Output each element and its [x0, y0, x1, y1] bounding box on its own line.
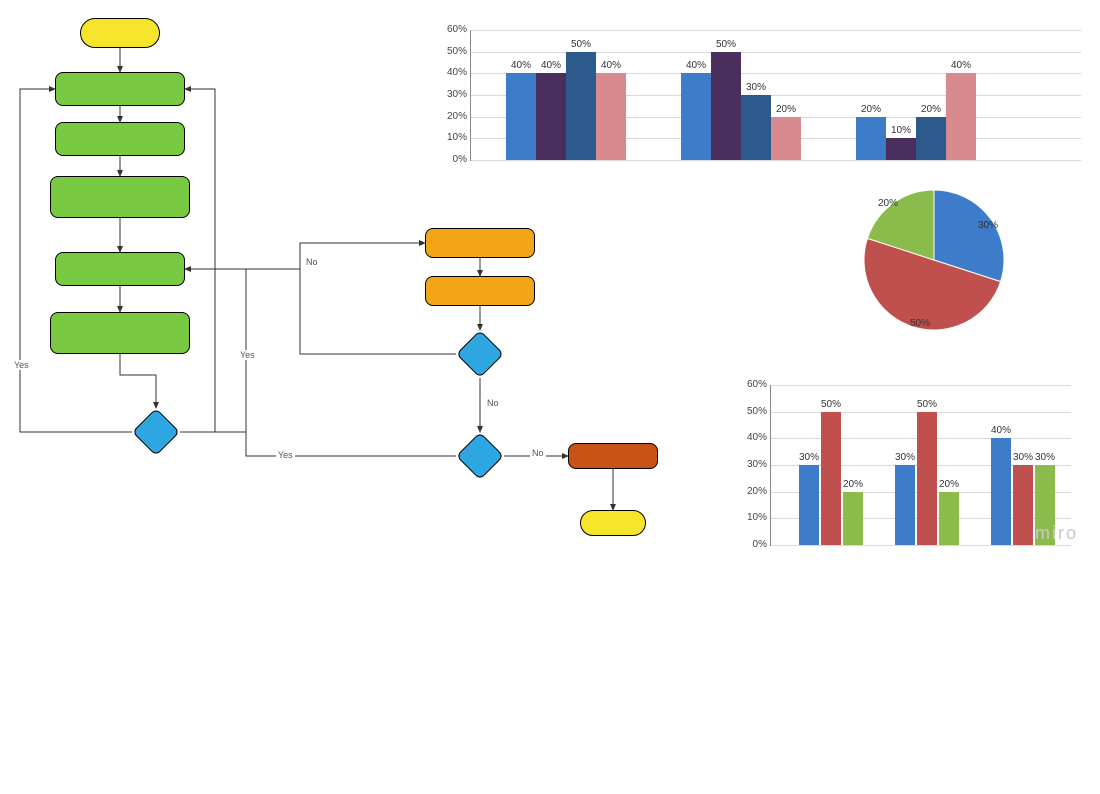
bar — [799, 465, 819, 545]
flow-node-r1 — [568, 443, 658, 469]
bar-chart-bottom: 0%10%20%30%40%50%60%30%50%20%30%50%20%40… — [740, 385, 1080, 565]
bar-value-label: 30% — [799, 452, 819, 463]
y-tick-label: 0% — [741, 539, 767, 550]
bar — [821, 412, 841, 545]
canvas: YesYesNoNoYesNo 0%10%20%30%40%50%60%40%4… — [0, 0, 1100, 794]
edge-label: No — [530, 448, 546, 458]
bar — [895, 465, 915, 545]
y-tick-label: 10% — [741, 512, 767, 523]
y-tick-label: 20% — [741, 486, 767, 497]
bar-value-label: 20% — [939, 479, 959, 490]
bar-value-label: 30% — [1035, 452, 1055, 463]
bar-value-label: 20% — [843, 479, 863, 490]
miro-watermark: miro — [1035, 523, 1078, 544]
y-tick-label: 60% — [741, 379, 767, 390]
bar-value-label: 40% — [991, 425, 1011, 436]
bar — [1013, 465, 1033, 545]
edge-label: Yes — [276, 450, 295, 460]
y-tick-label: 30% — [741, 459, 767, 470]
bar — [991, 438, 1011, 545]
flow-node-end — [580, 510, 646, 536]
bar-value-label: 30% — [1013, 452, 1033, 463]
bar-value-label: 50% — [917, 399, 937, 410]
bar — [939, 492, 959, 545]
bar-value-label: 50% — [821, 399, 841, 410]
y-tick-label: 40% — [741, 432, 767, 443]
bar-value-label: 30% — [895, 452, 915, 463]
bar — [843, 492, 863, 545]
y-tick-label: 50% — [741, 406, 767, 417]
bar — [917, 412, 937, 545]
pie-slice-label: 20% — [878, 198, 898, 209]
pie-chart — [0, 0, 1100, 400]
pie-slice-label: 30% — [978, 220, 998, 231]
pie-slice-label: 50% — [910, 318, 930, 329]
